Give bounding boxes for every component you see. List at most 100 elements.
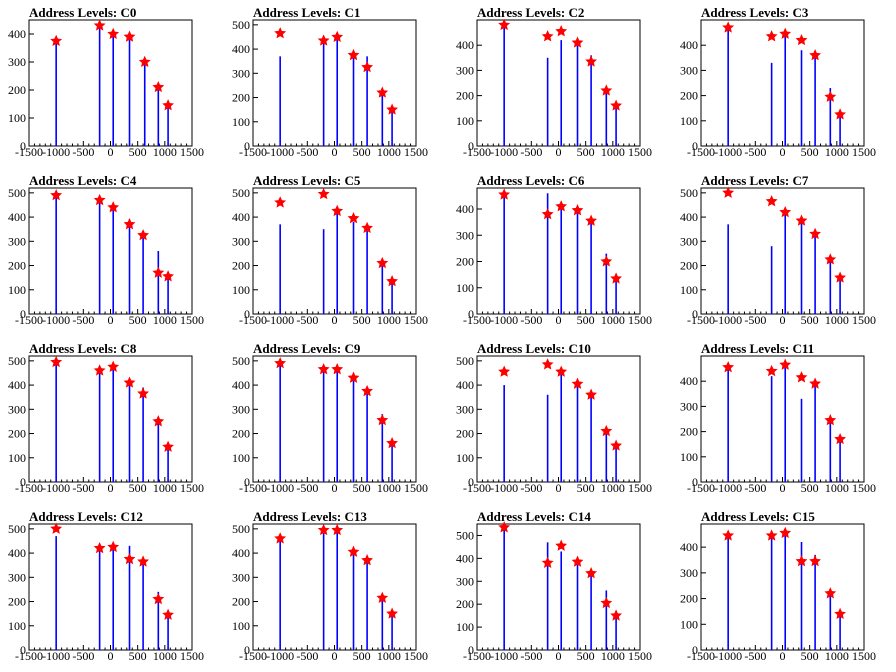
x-tick-label: 500 bbox=[801, 649, 819, 663]
peak-star-marker bbox=[824, 253, 837, 265]
y-tick-label: 0 bbox=[244, 139, 250, 153]
chart-title: Address Levels: C4 bbox=[29, 173, 137, 188]
x-tick-label: 1000 bbox=[153, 145, 177, 159]
y-tick-label: 200 bbox=[232, 595, 250, 609]
peak-star-marker bbox=[809, 49, 821, 61]
x-tick-label: -1000 bbox=[42, 649, 70, 663]
y-tick-label: 200 bbox=[680, 425, 698, 439]
peak-star-marker bbox=[50, 522, 63, 534]
x-tick-label: 1000 bbox=[601, 649, 625, 663]
y-tick-label: 100 bbox=[232, 283, 250, 297]
peak-star-marker bbox=[600, 255, 613, 267]
peak-star-marker bbox=[824, 90, 837, 102]
peak-star-marker bbox=[347, 371, 360, 383]
peak-star-marker bbox=[331, 363, 344, 375]
peak-star-marker bbox=[123, 552, 136, 565]
chart-title: Address Levels: C8 bbox=[29, 341, 137, 356]
chart-panel: 0 100 200 300 400 -1500 -1000 -500 0 500 1000 1500 A… bbox=[672, 504, 896, 672]
y-tick-label: 500 bbox=[8, 522, 26, 536]
chart-svg: 0 100 200 300 400 -1500 -1000 -500 0 500 1000 1500 bbox=[8, 19, 204, 159]
peak-star-marker bbox=[541, 556, 554, 569]
peak-star-marker bbox=[834, 607, 846, 619]
y-tick-label: 100 bbox=[456, 451, 474, 465]
chart-title: Address Levels: C7 bbox=[701, 173, 809, 188]
y-tick-label: 200 bbox=[456, 89, 474, 103]
peak-star-marker bbox=[138, 55, 151, 67]
y-tick-label: 500 bbox=[232, 186, 250, 200]
peak-star-marker bbox=[722, 186, 735, 198]
x-tick-label: 0 bbox=[780, 145, 786, 159]
peak-star-marker bbox=[50, 34, 63, 46]
chart-panel: 0 100 200 300 400 500 -1500 -1000 -500 0 500 1000 15… bbox=[448, 504, 672, 672]
x-tick-label: 500 bbox=[577, 145, 595, 159]
y-tick-label: 400 bbox=[8, 27, 26, 41]
y-tick-label: 400 bbox=[232, 546, 250, 560]
peak-star-marker bbox=[834, 432, 846, 445]
x-tick-label: -1000 bbox=[714, 649, 742, 663]
peak-star-marker bbox=[585, 55, 597, 67]
y-tick-label: 300 bbox=[8, 234, 26, 248]
chart-title: Address Levels: C0 bbox=[29, 5, 137, 20]
chart-title: Address Levels: C13 bbox=[253, 509, 367, 524]
y-tick-label: 200 bbox=[456, 255, 474, 269]
x-tick-label: 1500 bbox=[180, 481, 204, 495]
peak-star-marker bbox=[152, 415, 165, 427]
peak-star-marker bbox=[585, 214, 597, 226]
peak-star-marker bbox=[331, 30, 344, 42]
x-tick-label: 500 bbox=[129, 481, 147, 495]
peak-star-marker bbox=[555, 200, 568, 212]
peak-star-marker bbox=[137, 555, 149, 567]
peak-star-marker bbox=[809, 377, 821, 389]
x-tick-label: 1000 bbox=[377, 649, 401, 663]
chart-title: Address Levels: C1 bbox=[253, 5, 361, 20]
y-tick-label: 400 bbox=[8, 546, 26, 560]
y-tick-label: 200 bbox=[232, 259, 250, 273]
y-tick-label: 100 bbox=[456, 114, 474, 128]
peak-star-marker bbox=[376, 591, 389, 603]
peak-star-marker bbox=[795, 33, 808, 46]
chart-svg: 0 100 200 300 400 500 -1500 -1000 -500 0 500 1000 15… bbox=[232, 18, 428, 159]
y-tick-label: 200 bbox=[8, 427, 26, 441]
peak-star-marker bbox=[347, 48, 360, 61]
y-tick-label: 100 bbox=[8, 619, 26, 633]
peak-star-marker bbox=[107, 360, 120, 372]
x-tick-label: 1000 bbox=[377, 145, 401, 159]
peak-star-marker bbox=[610, 609, 622, 621]
x-tick-label: 0 bbox=[556, 481, 562, 495]
peak-star-marker bbox=[93, 19, 106, 31]
x-tick-label: 0 bbox=[108, 145, 114, 159]
x-tick-label: 0 bbox=[556, 313, 562, 327]
y-tick-label: 100 bbox=[680, 617, 698, 631]
peak-star-marker bbox=[152, 592, 165, 605]
y-tick-label: 500 bbox=[680, 186, 698, 200]
chart-title: Address Levels: C10 bbox=[477, 341, 591, 356]
chart-panel: 0 100 200 300 400 -1500 -1000 -500 0 500 1000 1500 A… bbox=[448, 0, 672, 168]
y-tick-label: 0 bbox=[692, 643, 698, 657]
x-tick-label: -500 bbox=[296, 145, 318, 159]
y-tick-label: 0 bbox=[468, 475, 474, 489]
chart-svg: 0 100 200 300 400 500 -1500 -1000 -500 0 500 1000 15… bbox=[8, 354, 204, 495]
peak-star-marker bbox=[809, 555, 821, 567]
peak-star-marker bbox=[779, 27, 792, 39]
x-tick-label: 1500 bbox=[628, 649, 652, 663]
y-tick-label: 100 bbox=[8, 283, 26, 297]
x-tick-label: -1500 bbox=[239, 481, 267, 495]
x-tick-label: 0 bbox=[780, 481, 786, 495]
x-tick-label: 0 bbox=[332, 313, 338, 327]
peak-star-marker bbox=[824, 414, 837, 426]
y-tick-label: 300 bbox=[8, 402, 26, 416]
peak-star-marker bbox=[571, 555, 584, 567]
peak-star-marker bbox=[600, 424, 613, 437]
y-tick-label: 300 bbox=[680, 399, 698, 413]
peak-star-marker bbox=[107, 201, 120, 213]
y-tick-label: 100 bbox=[232, 619, 250, 633]
x-tick-label: 1000 bbox=[825, 145, 849, 159]
chart-panel: 0 100 200 300 400 500 -1500 -1000 -500 0 500 1000 15… bbox=[224, 504, 448, 672]
x-tick-label: 500 bbox=[577, 649, 595, 663]
peak-star-marker bbox=[317, 523, 330, 536]
x-tick-label: -500 bbox=[72, 313, 94, 327]
peak-star-marker bbox=[834, 271, 846, 283]
peak-star-marker bbox=[498, 18, 511, 31]
x-tick-label: -1500 bbox=[15, 481, 43, 495]
peak-star-marker bbox=[93, 364, 106, 376]
